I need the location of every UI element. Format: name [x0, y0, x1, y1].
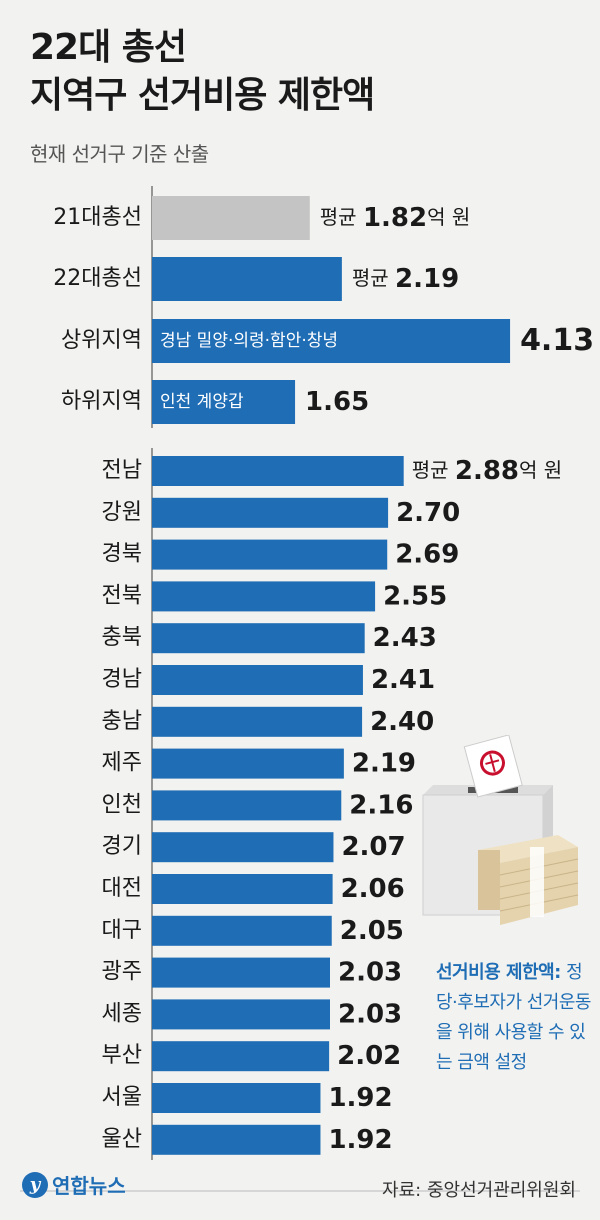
regional-category-label: 전남: [102, 458, 142, 483]
regional-value-label: 2.40: [370, 706, 434, 736]
definition-note: 선거비용 제한액: 정당·후보자가 선거운동을 위해 사용할 수 있는 금액 설…: [436, 958, 596, 1078]
regional-bar: [152, 1083, 321, 1113]
regional-value-label: 1.92: [328, 1083, 392, 1113]
page-title-line2: 지역구 선거비용 제한액: [30, 75, 375, 116]
summary-bar: [152, 380, 296, 424]
summary-bar-inner-label: 인천 계양갑: [160, 392, 244, 412]
logo: y 연합뉴스: [22, 1170, 126, 1199]
regional-category-label: 대구: [102, 918, 142, 943]
summary-category-label: 22대총선: [53, 266, 142, 291]
summary-bar-inner-label: 경남 밀양·의령·함안·창녕: [160, 331, 338, 351]
regional-bar: [152, 874, 333, 904]
regional-category-label: 강원: [102, 500, 142, 525]
money-stack-icon: [478, 835, 579, 925]
regional-value-label: 2.55: [383, 581, 447, 611]
summary-value-label: 평균 2.19: [352, 264, 459, 294]
summary-value-label: 4.13: [520, 323, 594, 358]
regional-value-label: 2.03: [338, 957, 402, 987]
regional-bar: [152, 623, 365, 654]
page-subtitle: 현재 선거구 기준 산출: [30, 142, 209, 166]
regional-category-label: 부산: [102, 1043, 142, 1068]
regional-bar: [152, 497, 389, 528]
footer-divider: [20, 1190, 580, 1192]
regional-value-label: 2.05: [340, 915, 404, 945]
regional-category-label: 울산: [102, 1127, 142, 1152]
summary-category-label: 하위지역: [61, 389, 142, 414]
regional-category-label: 제주: [102, 751, 142, 776]
regional-bar: [152, 539, 388, 570]
regional-category-label: 충북: [102, 625, 142, 650]
regional-bar: [152, 665, 363, 695]
regional-bar: [152, 957, 331, 988]
logo-text: 연합뉴스: [52, 1174, 126, 1198]
summary-value-label: 1.65: [305, 387, 369, 417]
regional-bar: [152, 748, 344, 779]
regional-category-label: 경기: [102, 834, 142, 859]
summary-bar: [152, 196, 310, 240]
note-text: 정당·후보자가 선거운동을 위해 사용할 수 있는 금액 설정: [436, 962, 591, 1073]
summary-category-label: 21대총선: [53, 205, 142, 230]
regional-category-label: 광주: [102, 960, 142, 985]
regional-category-label: 충남: [102, 709, 142, 734]
regional-bar: [152, 1041, 330, 1072]
regional-value-label: 2.43: [373, 623, 437, 653]
source-text: 자료: 중앙선거관리위원회: [382, 1180, 576, 1201]
regional-category-label: 경남: [102, 667, 142, 692]
page-title-line1: 22대 총선: [30, 27, 187, 68]
regional-bar: [152, 790, 342, 821]
regional-category-label: 대전: [102, 876, 142, 901]
regional-bar: [152, 915, 332, 946]
regional-value-label: 2.69: [395, 539, 459, 569]
summary-value-label: 평균 1.82억 원: [320, 203, 471, 233]
regional-bar: [152, 832, 334, 863]
regional-bar: [152, 999, 331, 1030]
regional-category-label: 경북: [102, 542, 142, 567]
regional-category-label: 인천: [102, 792, 142, 817]
regional-bar: [152, 1124, 321, 1155]
regional-value-label: 2.03: [338, 999, 402, 1029]
regional-category-label: 세종: [102, 1001, 142, 1026]
regional-bar: [152, 581, 376, 612]
regional-value-label: 2.19: [352, 748, 416, 778]
regional-value-label: 2.06: [341, 874, 405, 904]
regional-value-label: 2.70: [396, 497, 460, 527]
summary-bar: [152, 257, 342, 301]
regional-value-label: 2.16: [349, 790, 413, 820]
regional-value-label: 평균 2.88억 원: [412, 456, 563, 486]
regional-value-label: 2.41: [371, 665, 435, 695]
ballot-paper-icon: [463, 735, 523, 798]
regional-value-label: 1.92: [328, 1124, 392, 1154]
note-term: 선거비용 제한액:: [436, 962, 561, 983]
ballot-box-money-illustration: [422, 735, 579, 925]
regional-value-label: 2.02: [337, 1041, 401, 1071]
logo-mark-icon: y: [22, 1171, 48, 1198]
regional-value-label: 2.07: [341, 832, 405, 862]
regional-bar: [152, 456, 404, 486]
summary-bar: [152, 319, 511, 363]
regional-category-label: 서울: [102, 1085, 142, 1110]
bar-chart: 21대총선 평균 1.82억 원 22대총선 평균 2.19 상위지역 경남 밀양·의령·…: [53, 186, 594, 1160]
regional-bar: [152, 706, 363, 737]
summary-category-label: 상위지역: [61, 328, 142, 353]
regional-category-label: 전북: [102, 583, 142, 608]
